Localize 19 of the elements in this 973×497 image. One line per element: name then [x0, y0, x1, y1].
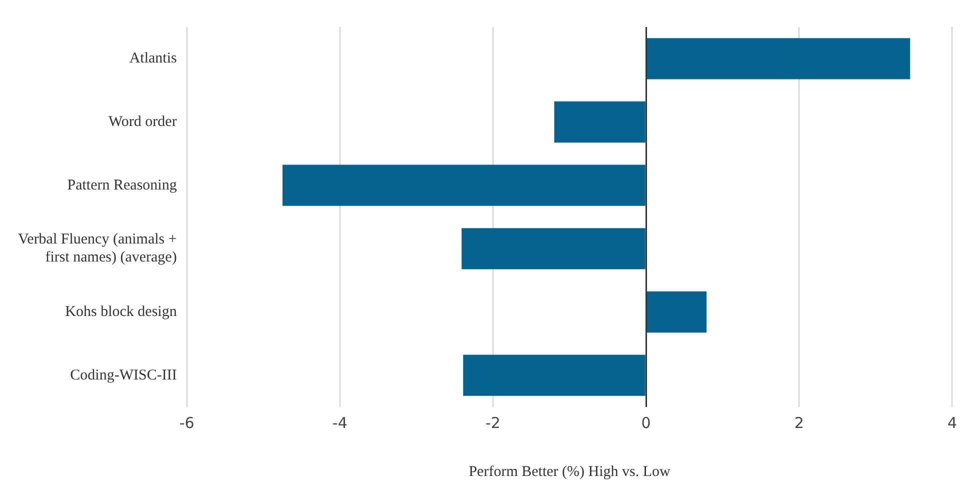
x-tick-label: 0 — [641, 414, 651, 432]
x-axis-title: Perform Better (%) High vs. Low — [468, 464, 671, 480]
y-tick-label: Coding-WISC-III — [70, 367, 177, 384]
x-tick-label: -4 — [332, 414, 348, 432]
x-tick-label: -6 — [179, 414, 194, 432]
y-tick-label: Kohs block design — [65, 304, 178, 320]
x-tick-label: -2 — [486, 414, 500, 432]
bar — [462, 228, 646, 270]
bar — [554, 101, 646, 143]
y-tick-label: Pattern Reasoning — [67, 177, 178, 194]
bar — [463, 354, 646, 396]
bar — [646, 38, 910, 80]
bar — [646, 291, 707, 333]
x-tick-label: 4 — [947, 414, 957, 432]
bar — [282, 164, 646, 206]
y-tick-label: Atlantis — [129, 50, 177, 67]
x-tick-label: 2 — [794, 414, 804, 432]
y-tick-label: Verbal Fluency (animals + first names) (average) — [18, 232, 177, 266]
y-tick-label: Word order — [108, 114, 177, 130]
